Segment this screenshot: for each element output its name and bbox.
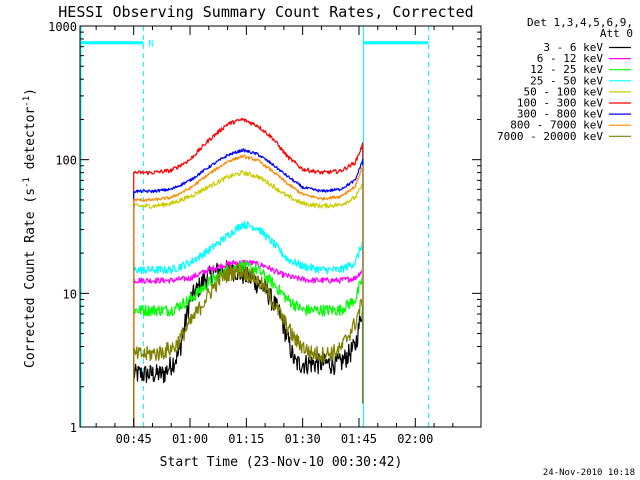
y-axis-label-exp-1: -1 <box>22 177 32 188</box>
x-tick-label: 01:30 <box>285 432 321 446</box>
x-axis-label: Start Time (23-Nov-10 00:30:42) <box>160 455 403 470</box>
y-tick-label: 1 <box>70 421 77 435</box>
series-line <box>133 117 364 427</box>
x-tick-label: 01:00 <box>172 432 208 446</box>
y-tick-label: 100 <box>55 154 77 168</box>
x-tick-label: 00:45 <box>116 432 152 446</box>
y-axis-label-part-2: detector <box>23 107 38 178</box>
legend-label: 300 - 800 keV <box>517 108 603 121</box>
series-line <box>133 220 364 427</box>
y-axis-label-part-1: Corrected Count Rate (s <box>23 188 38 368</box>
legend-label: 50 - 100 keV <box>524 85 604 98</box>
chart-title: HESSI Observing Summary Count Rates, Cor… <box>58 3 473 21</box>
y-axis-label-exp-2: -1 <box>22 96 32 107</box>
legend-label: 12 - 25 keV <box>530 63 603 76</box>
legend-label: 7000 - 20000 keV <box>497 130 603 143</box>
legend-header-line-2: Att 0 <box>600 27 633 40</box>
series-line <box>133 263 364 427</box>
night-bar-label: N <box>148 40 153 50</box>
series-line <box>133 154 364 427</box>
series-line <box>133 170 364 427</box>
y-tick-label: 1000 <box>48 20 77 34</box>
footer-timestamp: 24-Nov-2010 10:18 <box>543 468 635 478</box>
legend-label: 6 - 12 keV <box>537 52 604 65</box>
x-tick-label: 01:45 <box>341 432 377 446</box>
x-tick-label: 01:15 <box>228 432 264 446</box>
y-axis-label-part-3: ) <box>23 88 38 96</box>
legend-label: 3 - 6 keV <box>543 41 603 54</box>
y-axis-label: Corrected Count Rate (s-1 detector-1) <box>22 88 38 368</box>
legend-label: 100 - 300 keV <box>517 97 603 110</box>
x-tick-label: 02:00 <box>397 432 433 446</box>
legend-label: 25 - 50 keV <box>530 74 603 87</box>
plot-frame <box>79 25 482 428</box>
y-tick-label: 10 <box>63 287 77 301</box>
series-line <box>133 260 364 427</box>
series-line <box>133 148 364 427</box>
legend-label: 800 - 7000 keV <box>510 119 603 132</box>
legend-header-line-1: Det 1,3,4,5,6,9, <box>527 16 633 29</box>
